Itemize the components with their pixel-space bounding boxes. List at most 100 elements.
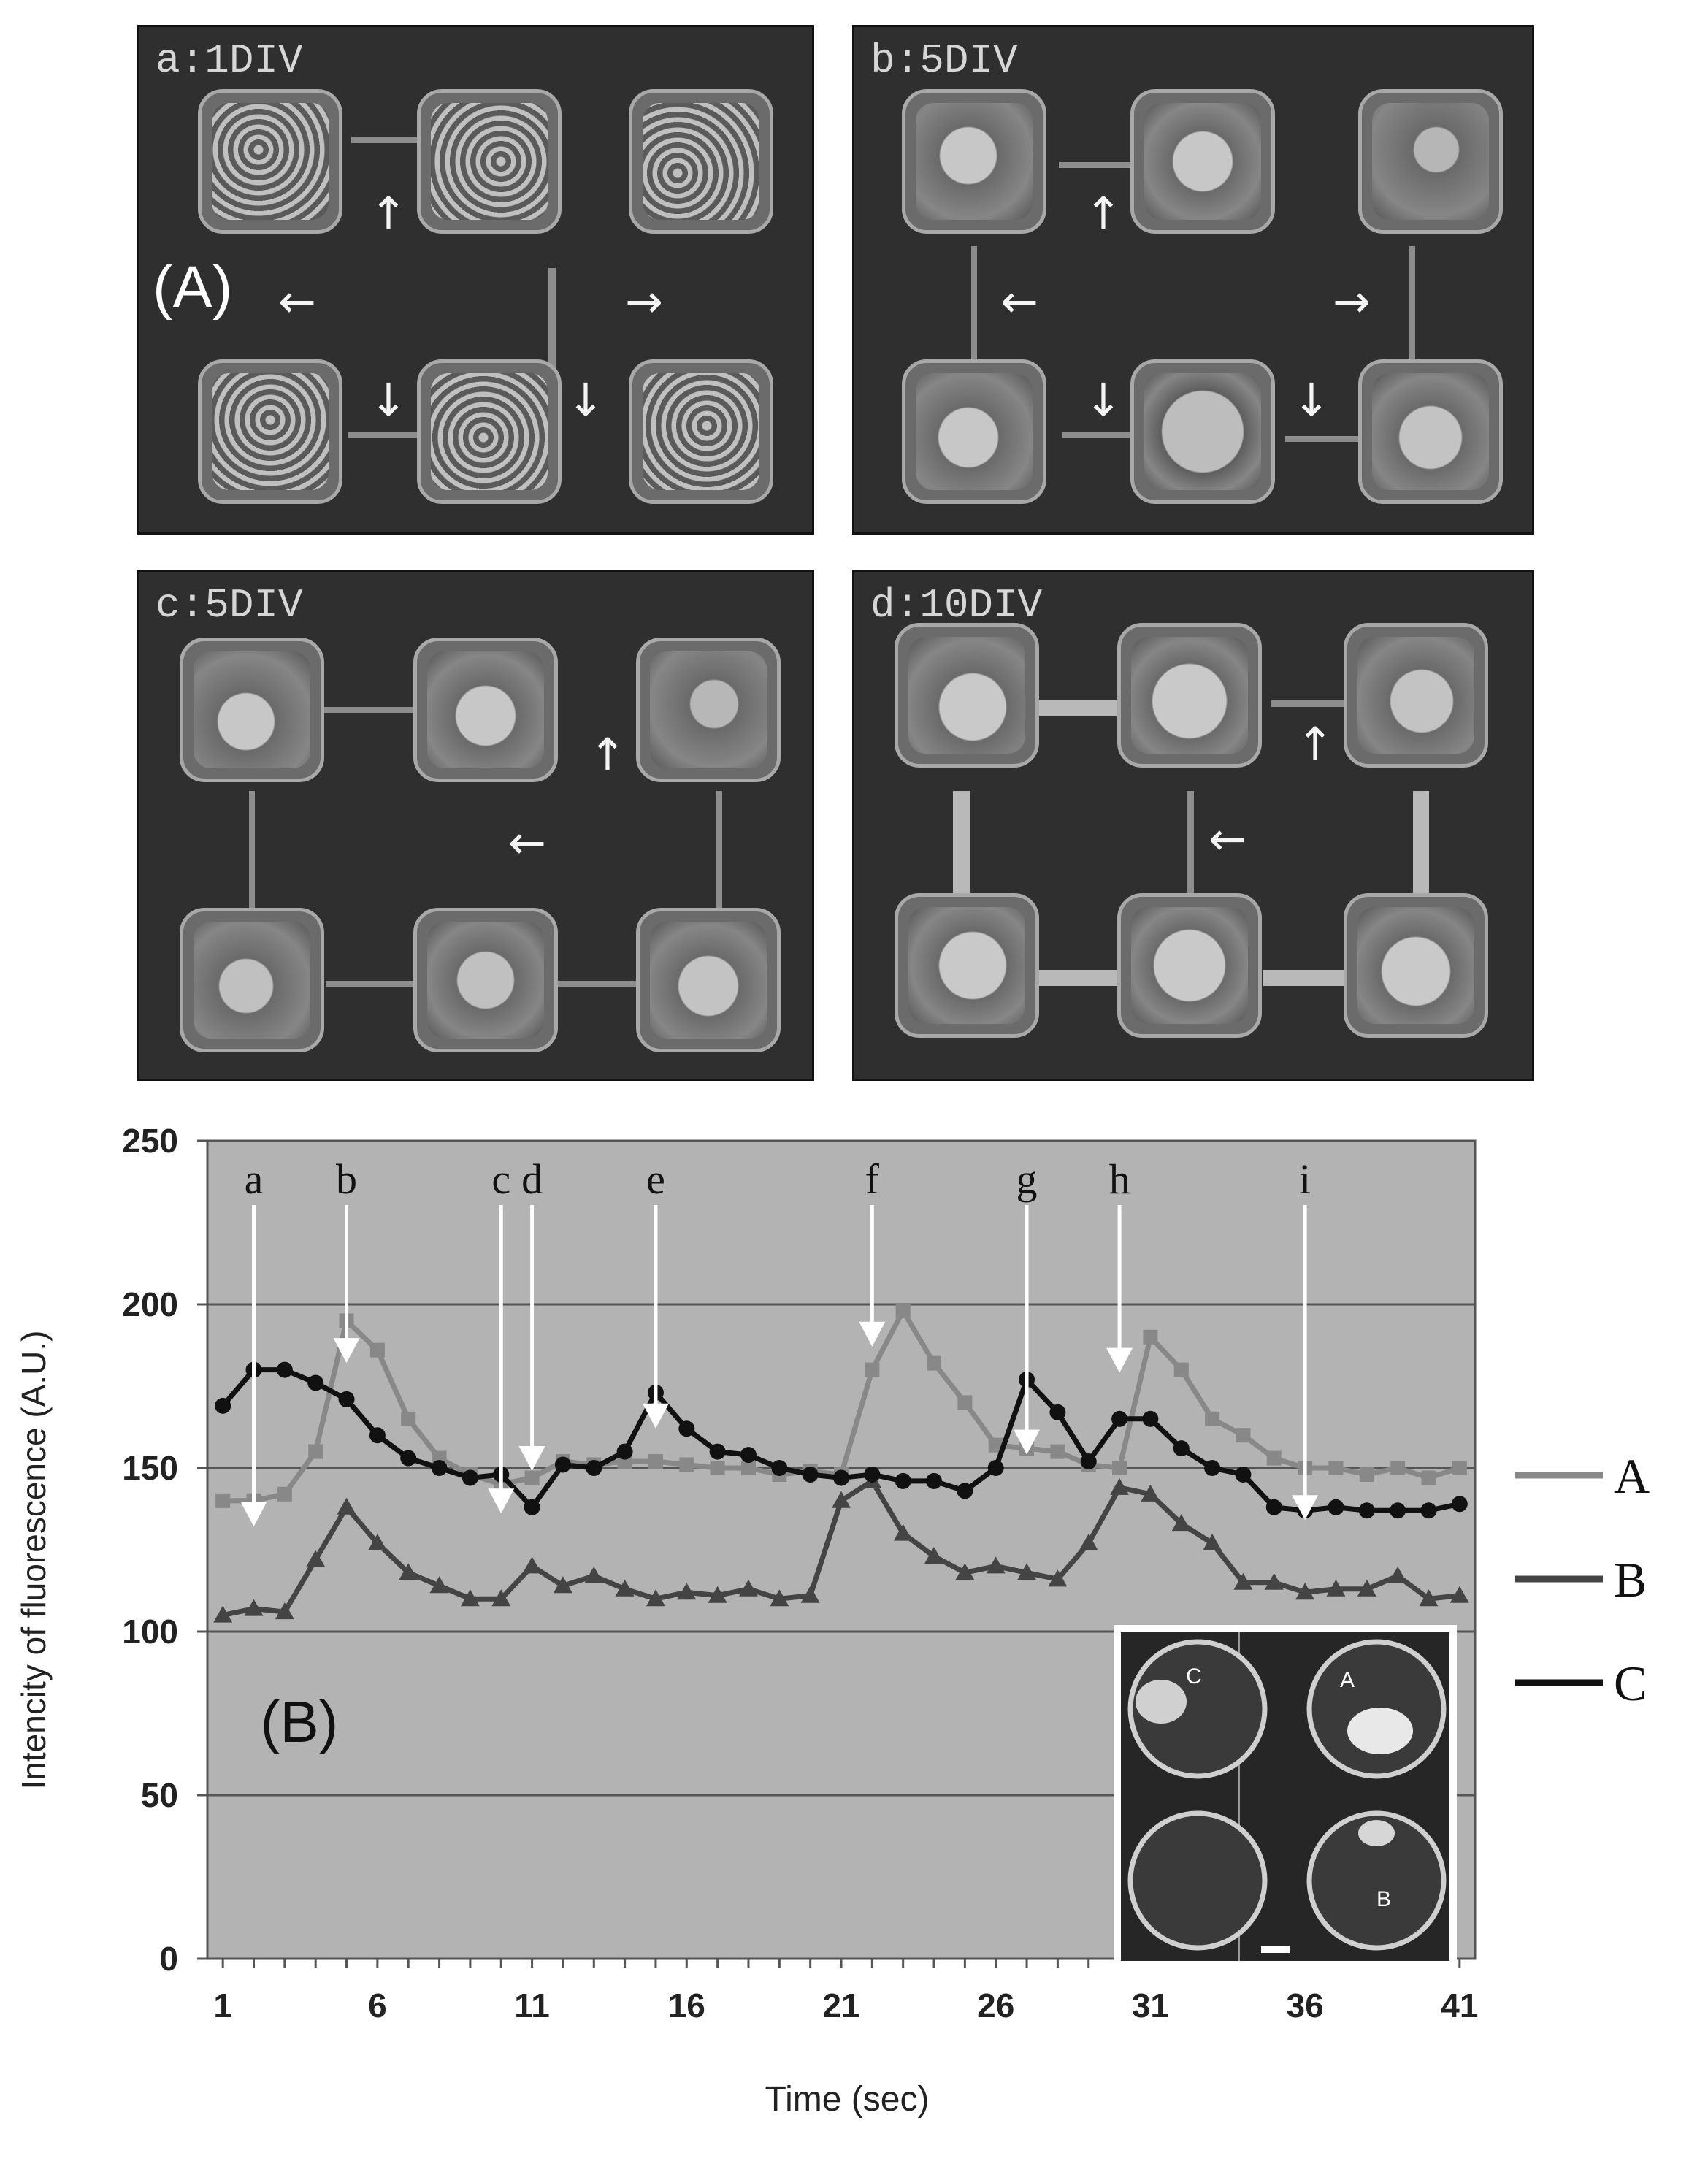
data-point [213,1605,233,1623]
data-point [215,1493,231,1508]
data-point [957,1395,973,1410]
inset-label-c: C [1186,1664,1202,1689]
up-arrow-icon: ↑ [589,728,627,781]
x-tick-label: 26 [977,1986,1014,2024]
channel [1413,791,1429,915]
legend-label: C [1614,1656,1647,1711]
culture-well [1130,359,1275,504]
up-arrow-icon: ↑ [1296,717,1334,770]
culture-well [636,638,781,782]
data-point [276,1361,293,1378]
data-point [738,1579,758,1597]
annotation-arrowhead [859,1321,886,1347]
data-point [584,1566,604,1583]
data-point [864,1466,881,1483]
data-point [400,1450,417,1467]
up-arrow-icon: ↑ [1084,187,1122,240]
y-tick-label: 150 [122,1449,178,1487]
culture-well [1358,89,1503,234]
data-point [1080,1453,1097,1470]
data-point [215,1397,231,1414]
culture-well [413,908,558,1052]
data-point [771,1460,788,1476]
data-point [1451,1496,1468,1513]
data-point [1142,1410,1159,1427]
annotation-arrowhead [240,1502,267,1527]
culture-well [1358,359,1503,504]
data-point [710,1461,725,1475]
data-point [1449,1586,1469,1603]
data-point [955,1563,975,1580]
culture-well [417,359,562,504]
data-point [1420,1502,1437,1519]
data-point [679,1457,694,1472]
data-point [306,1550,326,1567]
data-point [1204,1460,1221,1476]
panel-letter-a: (A) [153,254,233,321]
legend-label: A [1614,1448,1650,1504]
data-point [1049,1404,1066,1420]
up-arrow-icon: ↑ [369,187,407,240]
data-point [1112,1461,1127,1475]
data-point [308,1444,323,1459]
right-arrow-icon: → [625,275,663,328]
data-point [1173,1362,1189,1377]
down-arrow-icon: ↓ [369,373,407,427]
left-arrow-icon: ← [1000,275,1038,328]
channel [1033,970,1128,986]
data-point [1265,1499,1282,1515]
data-point [369,1427,386,1444]
x-tick-label: 31 [1132,1986,1169,2024]
data-point [1358,1502,1375,1519]
data-point [553,1576,572,1594]
annotation-g: g [1014,1155,1041,1455]
down-arrow-icon: ↓ [567,373,605,427]
data-point [1295,1583,1315,1600]
x-tick-label: 11 [514,1986,550,2024]
data-point [524,1470,540,1485]
channel [351,137,432,143]
data-point [832,1491,851,1508]
legend-item-b: B [1515,1552,1647,1607]
annotation-h: h [1106,1155,1133,1373]
data-point [1357,1579,1376,1597]
data-point [462,1469,478,1486]
micrograph-c: ↑ ← c:5DIV [137,570,814,1081]
channel [1409,246,1415,363]
y-axis-ticks: 0 50 100 150 200 250 [122,1122,207,1978]
culture-well [629,359,773,504]
data-point [1236,1428,1251,1443]
data-point [615,1579,635,1597]
culture-well [1344,893,1488,1038]
culture-well [1117,623,1262,768]
data-point [1266,1450,1282,1466]
y-tick-label: 0 [159,1940,178,1978]
data-point [926,1472,943,1489]
annotation-arrowhead [1014,1429,1041,1455]
data-point [648,1454,663,1469]
x-tick-label: 21 [822,1986,859,2024]
inset-label-a: A [1340,1668,1355,1692]
data-point [491,1589,511,1607]
channel [1062,432,1150,438]
data-point [1203,1534,1222,1551]
data-point [431,1460,448,1476]
data-point [1143,1329,1158,1345]
data-point [1235,1466,1252,1483]
data-point [800,1586,820,1603]
left-arrow-icon: ← [1209,812,1246,865]
annotation-label: h [1109,1155,1130,1203]
data-point [865,1362,880,1377]
data-point [709,1443,726,1460]
data-point [277,1486,292,1502]
x-tick-label: 16 [668,1986,705,2024]
annotation-label: d [521,1155,543,1203]
panel-letter-b: (B) [261,1689,339,1754]
data-point [1111,1410,1128,1427]
annotation-label: i [1299,1155,1311,1203]
culture-well [413,638,558,782]
x-tick-label: 41 [1441,1986,1478,2024]
culture-well [1344,623,1488,768]
legend: ABC [1515,1448,1650,1711]
x-tick-label: 6 [368,1986,387,2024]
